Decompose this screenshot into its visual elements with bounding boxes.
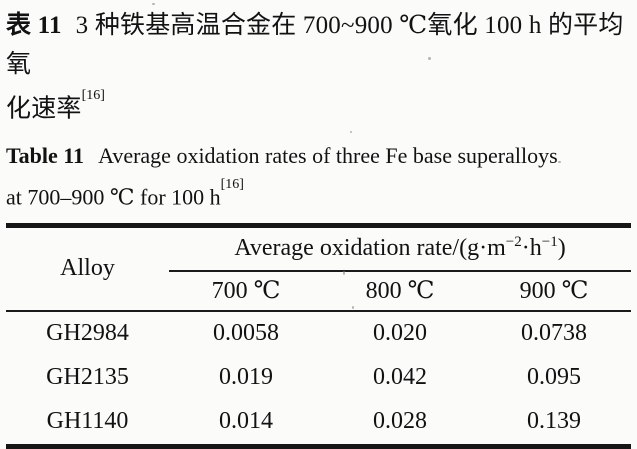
- superscript-minus2: −2: [505, 234, 522, 251]
- table-row: GH2135 0.019 0.042 0.095: [6, 356, 631, 400]
- column-header-800c: 800 ℃: [323, 270, 477, 312]
- column-header-unit: Average oxidation rate/(g·m−2·h−1): [169, 225, 632, 272]
- value-cell: 0.095: [527, 364, 582, 391]
- alloy-cell: GH1140: [46, 408, 129, 435]
- scan-speckle: [152, 3, 155, 5]
- superscript-minus1: −1: [541, 234, 558, 251]
- header-row-temps: 700 ℃ 800 ℃ 900 ℃: [6, 270, 632, 312]
- scan-speckle: [343, 271, 345, 275]
- scan-speckle: [558, 161, 561, 163]
- table-caption-zh-line2: 化速率[16]: [6, 88, 105, 123]
- alloy-cell: GH2135: [46, 364, 129, 391]
- table-caption-en-line1: Average oxidation rates of three Fe base…: [98, 143, 558, 169]
- scan-speckle: [428, 57, 431, 60]
- header-row-unit: Alloy Average oxidation rate/(g·m−2·h−1): [6, 225, 632, 312]
- scanned-paper-page: 表 11 3 种铁基高温合金在 700~900 ℃氧化 100 h 的平均氧 化速…: [6, 3, 632, 449]
- table-row: GH2984 0.0058 0.020 0.0738: [6, 311, 631, 356]
- reference-superscript: [16]: [220, 177, 244, 193]
- column-header-700c: 700 ℃: [169, 270, 323, 312]
- scan-speckle: [352, 306, 354, 309]
- table-caption-en: Table 11 Average oxidation rates of three…: [6, 137, 631, 215]
- value-cell: 0.139: [527, 408, 582, 435]
- table-caption-zh-label: 表 11: [6, 12, 62, 39]
- table-caption-en-line2: at 700–900 ℃ for 100 h[16]: [6, 177, 244, 210]
- reference-superscript: [16]: [81, 88, 105, 103]
- alloy-cell: GH2984: [46, 320, 129, 347]
- table-caption-zh-line1: 3 种铁基高温合金在 700~900 ℃氧化 100 h 的平均氧: [6, 12, 624, 78]
- value-cell: 0.0058: [213, 320, 279, 347]
- column-header-alloy: Alloy: [6, 225, 169, 312]
- value-cell: 0.028: [373, 408, 427, 435]
- table-caption-zh: 表 11 3 种铁基高温合金在 700~900 ℃氧化 100 h 的平均氧 化速…: [6, 6, 631, 128]
- table-row: GH1140 0.014 0.028 0.139: [6, 400, 631, 447]
- value-cell: 0.019: [219, 364, 273, 391]
- value-cell: 0.042: [373, 364, 427, 391]
- scan-speckle: [350, 131, 352, 133]
- oxidation-rate-table: Alloy Average oxidation rate/(g·m−2·h−1)…: [6, 222, 632, 449]
- column-header-900c: 900 ℃: [477, 270, 632, 312]
- value-cell: 0.020: [373, 320, 427, 347]
- table-caption-en-label: Table 11: [6, 143, 85, 169]
- value-cell: 0.0738: [521, 320, 588, 347]
- value-cell: 0.014: [219, 408, 273, 435]
